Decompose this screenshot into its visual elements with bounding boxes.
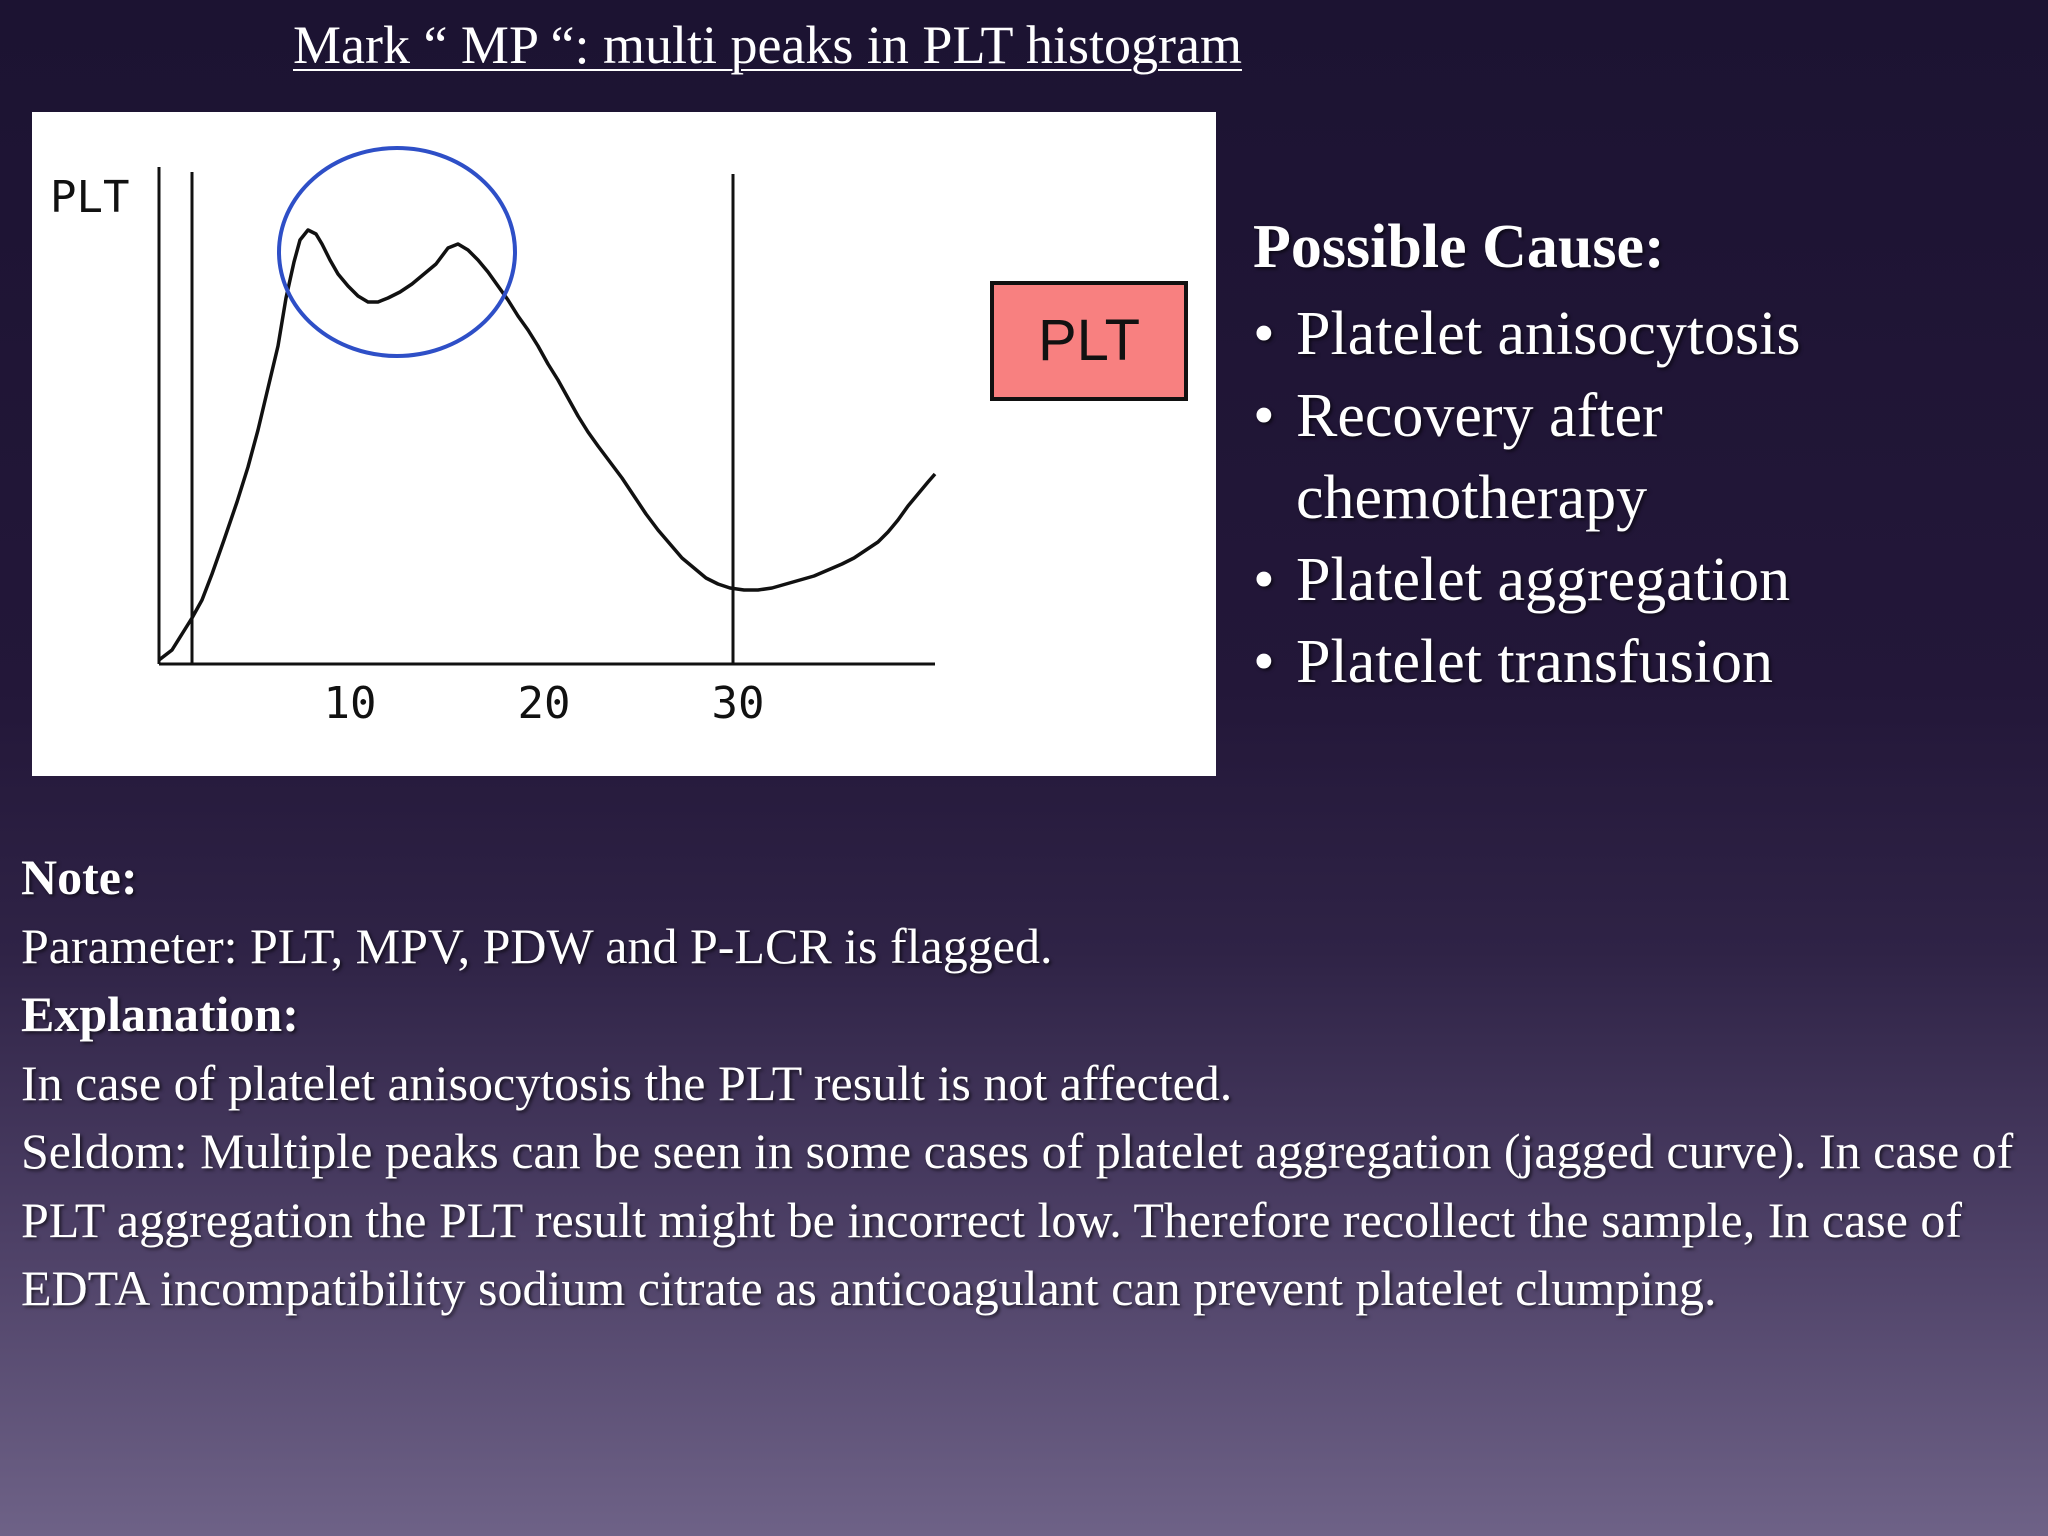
cause-text: Platelet transfusion bbox=[1296, 628, 1773, 696]
bullet: • bbox=[1253, 382, 1275, 450]
bullet: • bbox=[1253, 300, 1275, 368]
parameter-line: Parameter: PLT, MPV, PDW and P-LCR is fl… bbox=[21, 917, 1053, 974]
slide-title: Mark “ MP “: multi peaks in PLT histogra… bbox=[293, 15, 1242, 75]
plt-histogram-figure: PLT 10 20 30 PLT bbox=[32, 112, 1216, 776]
plt-histogram-chart: PLT 10 20 30 PLT bbox=[50, 146, 1188, 729]
multi-peak-highlight-circle bbox=[277, 146, 517, 358]
y-axis-label: PLT bbox=[50, 172, 129, 223]
bullet: • bbox=[1253, 546, 1275, 614]
bullet: • bbox=[1253, 628, 1275, 696]
list-item: • Platelet transfusion bbox=[1253, 621, 2013, 703]
explanation-heading: Explanation: bbox=[21, 986, 299, 1042]
list-item: • Platelet aggregation bbox=[1253, 539, 2013, 621]
possible-cause-list: • Platelet anisocytosis • Recovery after… bbox=[1253, 293, 2013, 703]
notes-section: Note: Parameter: PLT, MPV, PDW and P-LCR… bbox=[21, 843, 2021, 1323]
x-tick-label-20: 20 bbox=[518, 678, 571, 729]
possible-cause-heading: Possible Cause: bbox=[1253, 213, 1665, 281]
plt-flag-label: PLT bbox=[1038, 308, 1140, 373]
cause-text: Platelet aggregation bbox=[1296, 546, 1791, 614]
x-tick-label-10: 10 bbox=[324, 678, 377, 729]
cause-text-continued: chemotherapy bbox=[1296, 464, 1648, 532]
cause-text: Platelet anisocytosis bbox=[1296, 300, 1801, 368]
x-tick-label-30: 30 bbox=[712, 678, 765, 729]
cause-text: Recovery after bbox=[1296, 382, 1663, 450]
possible-cause-panel: Possible Cause: • Platelet anisocytosis … bbox=[1253, 207, 2013, 703]
list-item: • Platelet anisocytosis bbox=[1253, 293, 2013, 375]
list-item: • Recovery after chemotherapy bbox=[1253, 375, 2013, 539]
note-heading: Note: bbox=[21, 849, 138, 905]
explanation-line-aggregation: Seldom: Multiple peaks can be seen in so… bbox=[21, 1123, 2014, 1316]
plt-flag-box bbox=[990, 281, 1188, 401]
histogram-curve bbox=[157, 228, 937, 662]
explanation-line-anisocytosis: In case of platelet anisocytosis the PLT… bbox=[21, 1054, 1233, 1111]
